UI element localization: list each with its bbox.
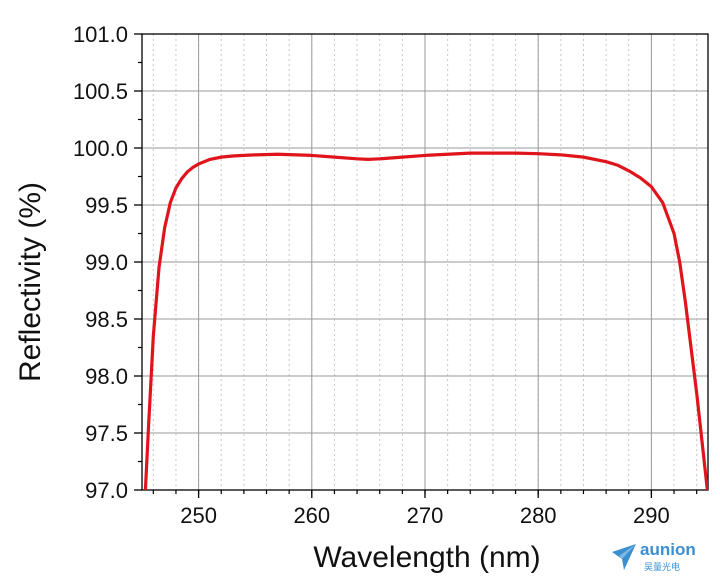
y-tick-label: 98.5 <box>85 307 128 332</box>
y-axis-title: Reflectivity (%) <box>14 182 47 382</box>
aunion-logo: aunion 吴量光电 <box>610 538 718 576</box>
y-tick-label: 97.5 <box>85 421 128 446</box>
logo-name: aunion <box>640 540 696 559</box>
x-axis-title: Wavelength (nm) <box>313 541 540 574</box>
x-tick-label: 260 <box>293 503 330 528</box>
x-tick-label: 290 <box>633 503 670 528</box>
y-tick-label: 99.5 <box>85 193 128 218</box>
reflectivity-line <box>143 151 708 490</box>
grid <box>142 34 708 490</box>
y-tick-label: 97.0 <box>85 478 128 503</box>
y-tick-label: 99.0 <box>85 250 128 275</box>
axis-ticks <box>134 33 698 498</box>
y-tick-label: 101.0 <box>73 22 128 47</box>
y-tick-label: 100.5 <box>73 79 128 104</box>
y-tick-label: 98.0 <box>85 364 128 389</box>
x-tick-label: 270 <box>407 503 444 528</box>
logo-subtitle: 吴量光电 <box>644 563 681 573</box>
x-tick-labels: 250 260 270 280 290 <box>180 503 670 528</box>
y-tick-labels: 97.0 97.5 98.0 98.5 99.0 99.5 100.0 100.5 101.0 <box>73 22 128 503</box>
paper-plane-icon <box>612 544 636 570</box>
y-tick-label: 100.0 <box>73 136 128 161</box>
x-tick-label: 280 <box>520 503 557 528</box>
data-series <box>143 151 708 490</box>
x-tick-label: 250 <box>180 503 217 528</box>
